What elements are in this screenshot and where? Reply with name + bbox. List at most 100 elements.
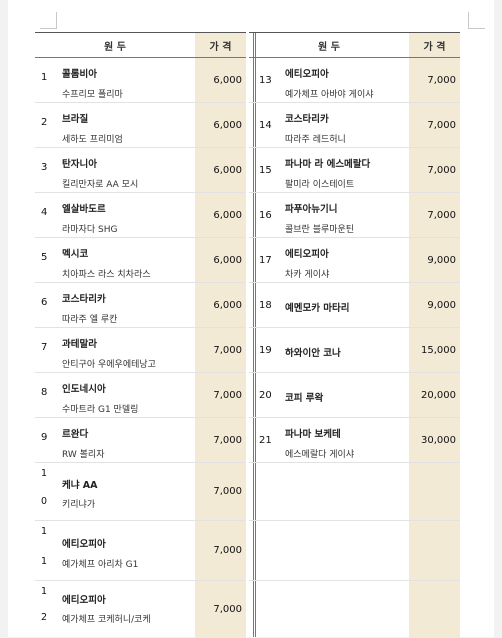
table-row: 4 엘살바도르 라마자다 SHG 6,000 (35, 193, 246, 238)
row-number: 18 (259, 300, 272, 311)
bean-detail: 예가체프 아바야 게이샤 (285, 90, 374, 100)
table-row: 2 브라질 세하도 프리미엄 6,000 (35, 103, 246, 148)
row-number: 20 (259, 390, 272, 401)
bean-price: 7,000 (409, 58, 460, 102)
bean-detail: 수프리모 폴리마 (62, 90, 123, 100)
bean-country: 에티오피아 (285, 69, 329, 80)
bean-price: 6,000 (195, 238, 246, 282)
bean-country: 파나마 보케테 (285, 429, 341, 440)
bean-country: 파나마 라 에스메랄다 (285, 159, 371, 170)
bean-detail: 따라주 레드허니 (285, 135, 346, 145)
bean-detail: 차카 게이샤 (285, 270, 330, 280)
row-number: 3 (41, 162, 48, 173)
row-number-part: 1 (41, 526, 48, 537)
bean-price: 15,000 (409, 328, 460, 372)
bean-country: 탄자니아 (62, 159, 97, 170)
header-price: 가 격 (195, 32, 246, 58)
empty-row (249, 581, 460, 638)
empty-row (249, 521, 460, 581)
bean-detail: 키리냐가 (62, 500, 96, 510)
bean-price: 20,000 (409, 373, 460, 417)
table-row: 15 파나마 라 에스메랄다 팔미라 이스테이트 7,000 (249, 148, 460, 193)
row-number: 7 (41, 342, 48, 353)
row-number: 21 (259, 435, 272, 446)
row-number: 15 (259, 165, 272, 176)
bean-price: 6,000 (195, 58, 246, 102)
table-header: 원 두 가 격 (35, 32, 246, 58)
page-corner-mark (468, 12, 485, 29)
bean-detail: 예가체프 코케허니/코케 (62, 615, 151, 625)
bean-country: 에티오피아 (62, 539, 106, 550)
table-header: 원 두 가 격 (249, 32, 460, 58)
row-number: 8 (41, 387, 48, 398)
row-number: 5 (41, 252, 48, 263)
bean-price: 6,000 (195, 283, 246, 327)
bean-detail: 따라주 엘 루칸 (62, 315, 118, 325)
table-row: 8 인도네시아 수마트라 G1 만델링 7,000 (35, 373, 246, 418)
bean-country: 에티오피아 (285, 249, 329, 260)
table-row: 14 코스타리카 따라주 레드허니 7,000 (249, 103, 460, 148)
bean-detail: RW 볼리자 (62, 450, 105, 460)
bean-price: 6,000 (195, 193, 246, 237)
empty-row (249, 463, 460, 521)
bean-detail: 치아파스 라스 치차라스 (62, 270, 151, 280)
row-number-part: 1 (41, 468, 48, 479)
bean-country: 콜롬비아 (62, 69, 97, 80)
bean-detail: 안티구아 우에우에테낭고 (62, 360, 156, 370)
table-row: 13 에티오피아 예가체프 아바야 게이샤 7,000 (249, 58, 460, 103)
bean-price: 6,000 (195, 103, 246, 147)
row-number: 1 (41, 72, 48, 83)
bean-price: 30,000 (409, 418, 460, 462)
bean-country: 예멘모카 마타리 (285, 303, 350, 314)
bean-country: 하와이안 코나 (285, 348, 341, 359)
bean-price: 7,000 (195, 418, 246, 462)
bean-price: 7,000 (195, 581, 246, 638)
page-corner-mark (40, 12, 57, 29)
row-number: 9 (41, 432, 48, 443)
bean-country: 엘살바도르 (62, 204, 106, 215)
bean-country: 코피 루왁 (285, 393, 324, 404)
bean-detail: 콜브란 블루마운틴 (285, 225, 355, 235)
table-row: 6 코스타리카 따라주 엘 루칸 6,000 (35, 283, 246, 328)
table-row: 1 0 케냐 AA 키리냐가 7,000 (35, 463, 246, 521)
bean-price: 7,000 (195, 373, 246, 417)
row-number: 4 (41, 207, 48, 218)
bean-detail: 라마자다 SHG (62, 225, 118, 235)
bean-country: 케냐 AA (62, 480, 98, 491)
table-row: 18 예멘모카 마타리 9,000 (249, 283, 460, 328)
bean-country: 코스타리카 (62, 294, 106, 305)
bean-price: 7,000 (409, 148, 460, 192)
row-number: 16 (259, 210, 272, 221)
header-price: 가 격 (409, 32, 460, 58)
bean-price: 7,000 (195, 328, 246, 372)
bean-country: 인도네시아 (62, 384, 106, 395)
row-number-part: 1 (41, 556, 48, 567)
bean-country: 르완다 (62, 429, 89, 440)
row-number-part: 1 (41, 586, 48, 597)
header-name: 원 두 (104, 41, 126, 53)
row-number: 6 (41, 297, 48, 308)
bean-country: 과테말라 (62, 339, 97, 350)
bean-country: 브라질 (62, 114, 89, 125)
bean-detail: 수마트라 G1 만델링 (62, 405, 139, 415)
table-row: 1 콜롬비아 수프리모 폴리마 6,000 (35, 58, 246, 103)
bean-price: 7,000 (195, 463, 246, 520)
bean-country: 코스타리카 (285, 114, 329, 125)
bean-country: 멕시코 (62, 249, 89, 260)
table-row: 7 과테말라 안티구아 우에우에테낭고 7,000 (35, 328, 246, 373)
bean-price: 7,000 (195, 521, 246, 580)
bean-country: 에티오피아 (62, 595, 106, 606)
row-number: 17 (259, 255, 272, 266)
coffee-table-right: 원 두 가 격 13 에티오피아 예가체프 아바야 게이샤 7,000 14 코… (249, 32, 460, 638)
bean-detail: 팔미라 이스테이트 (285, 180, 355, 190)
bean-price: 7,000 (409, 193, 460, 237)
header-name: 원 두 (318, 41, 340, 53)
row-number: 13 (259, 75, 272, 86)
table-row: 21 파나마 보케테 에스메랄다 게이샤 30,000 (249, 418, 460, 463)
bean-price: 7,000 (409, 103, 460, 147)
bean-country: 파푸아뉴기니 (285, 204, 338, 215)
row-number: 19 (259, 345, 272, 356)
table-row: 19 하와이안 코나 15,000 (249, 328, 460, 373)
table-row: 3 탄자니아 킬리만자로 AA 모시 6,000 (35, 148, 246, 193)
bean-price: 9,000 (409, 238, 460, 282)
